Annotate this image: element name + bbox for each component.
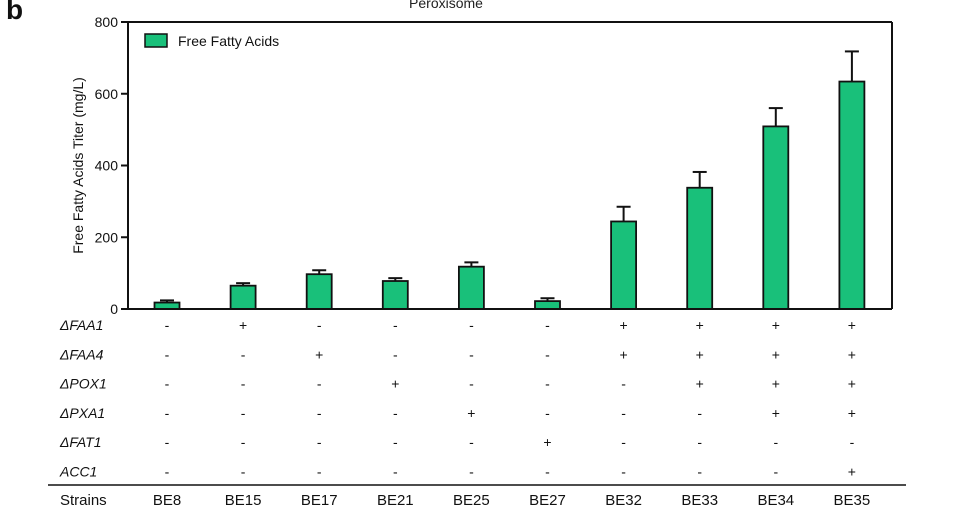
genotype-mark: - bbox=[393, 434, 398, 450]
y-tick-label: 0 bbox=[110, 301, 118, 317]
genotype-mark: + bbox=[848, 464, 856, 480]
genotype-mark: - bbox=[165, 317, 170, 333]
x-tick-label: BE35 bbox=[834, 492, 871, 509]
genotype-mark: - bbox=[697, 405, 702, 421]
chart-title: Peroxisome bbox=[409, 0, 483, 11]
bar-BE33 bbox=[686, 186, 714, 310]
genotype-mark: - bbox=[393, 464, 398, 480]
genotype-mark: - bbox=[317, 434, 322, 450]
bar-BE35 bbox=[838, 80, 866, 310]
x-tick-label: BE34 bbox=[757, 492, 794, 509]
genotype-mark: - bbox=[165, 376, 170, 392]
bar-BE17 bbox=[305, 273, 333, 310]
genotype-mark: + bbox=[467, 405, 475, 421]
genotype-mark: + bbox=[772, 405, 780, 421]
genotype-mark: - bbox=[545, 376, 550, 392]
genotype-mark: - bbox=[621, 405, 626, 421]
genotype-label: ACC1 bbox=[59, 464, 97, 480]
genotype-mark: + bbox=[620, 346, 628, 362]
x-tick-label: BE27 bbox=[529, 492, 566, 509]
genotype-mark: + bbox=[696, 376, 704, 392]
genotype-mark: + bbox=[848, 405, 856, 421]
genotype-mark: - bbox=[241, 346, 246, 362]
genotype-mark: - bbox=[165, 464, 170, 480]
genotype-mark: - bbox=[241, 434, 246, 450]
x-tick-label: BE32 bbox=[605, 492, 642, 509]
genotype-mark: - bbox=[393, 317, 398, 333]
genotype-mark: - bbox=[393, 346, 398, 362]
y-axis-label: Free Fatty Acids Titer (mg/L) bbox=[70, 77, 86, 254]
genotype-mark: - bbox=[773, 464, 778, 480]
genotype-label: ΔFAA4 bbox=[59, 346, 104, 362]
genotype-mark: - bbox=[469, 434, 474, 450]
genotype-mark: - bbox=[241, 376, 246, 392]
genotype-mark: - bbox=[317, 405, 322, 421]
bar-BE25 bbox=[457, 265, 485, 310]
genotype-mark: + bbox=[315, 346, 323, 362]
genotype-mark: - bbox=[393, 405, 398, 421]
genotype-mark: - bbox=[545, 405, 550, 421]
bar-BE32 bbox=[610, 220, 637, 310]
genotype-mark: + bbox=[772, 317, 780, 333]
legend-swatch bbox=[144, 33, 168, 48]
genotype-mark: - bbox=[241, 405, 246, 421]
y-tick-label: 800 bbox=[95, 14, 119, 30]
genotype-mark: - bbox=[621, 464, 626, 480]
genotype-mark: - bbox=[697, 464, 702, 480]
bar-BE21 bbox=[381, 280, 409, 310]
genotype-mark: - bbox=[545, 464, 550, 480]
genotype-label: ΔPXA1 bbox=[59, 405, 105, 421]
genotype-mark: - bbox=[773, 434, 778, 450]
bar-BE27 bbox=[534, 300, 561, 310]
genotype-mark: - bbox=[165, 346, 170, 362]
genotype-mark: + bbox=[391, 376, 399, 392]
x-tick-label: BE25 bbox=[453, 492, 490, 509]
genotype-mark: + bbox=[848, 317, 856, 333]
genotype-mark: - bbox=[621, 434, 626, 450]
genotype-mark: + bbox=[620, 317, 628, 333]
genotype-mark: - bbox=[545, 317, 550, 333]
genotype-mark: + bbox=[543, 434, 551, 450]
genotype-mark: - bbox=[317, 376, 322, 392]
genotype-mark: - bbox=[469, 317, 474, 333]
genotype-label: ΔFAT1 bbox=[59, 434, 102, 450]
y-tick-label: 400 bbox=[95, 158, 119, 174]
genotype-mark: - bbox=[241, 464, 246, 480]
genotype-mark: + bbox=[772, 376, 780, 392]
genotype-mark: - bbox=[850, 434, 855, 450]
genotype-mark: - bbox=[545, 346, 550, 362]
genotype-mark: - bbox=[165, 405, 170, 421]
legend-label: Free Fatty Acids bbox=[178, 33, 279, 49]
x-tick-label: BE21 bbox=[377, 492, 414, 509]
genotype-mark: - bbox=[317, 464, 322, 480]
genotype-mark: + bbox=[239, 317, 247, 333]
genotype-mark: + bbox=[772, 346, 780, 362]
genotype-mark: + bbox=[848, 376, 856, 392]
genotype-mark: - bbox=[469, 464, 474, 480]
y-tick-label: 200 bbox=[95, 229, 119, 245]
strains-label: Strains bbox=[60, 492, 107, 509]
genotype-label: ΔFAA1 bbox=[59, 317, 103, 333]
genotype-mark: - bbox=[469, 346, 474, 362]
genotype-mark: - bbox=[317, 317, 322, 333]
genotype-mark: + bbox=[848, 346, 856, 362]
x-tick-label: BE33 bbox=[681, 492, 718, 509]
x-tick-label: BE8 bbox=[153, 492, 181, 509]
genotype-mark: - bbox=[165, 434, 170, 450]
bar-BE34 bbox=[762, 125, 790, 310]
genotype-mark: - bbox=[697, 434, 702, 450]
genotype-mark: + bbox=[696, 317, 704, 333]
bar-BE15 bbox=[229, 284, 257, 310]
genotype-mark: + bbox=[696, 346, 704, 362]
x-tick-label: BE15 bbox=[225, 492, 262, 509]
panel-letter: b bbox=[6, 0, 24, 25]
genotype-mark: - bbox=[621, 376, 626, 392]
genotype-label: ΔPOX1 bbox=[59, 376, 107, 392]
genotype-mark: - bbox=[469, 376, 474, 392]
y-tick-label: 600 bbox=[95, 86, 119, 102]
x-tick-label: BE17 bbox=[301, 492, 338, 509]
